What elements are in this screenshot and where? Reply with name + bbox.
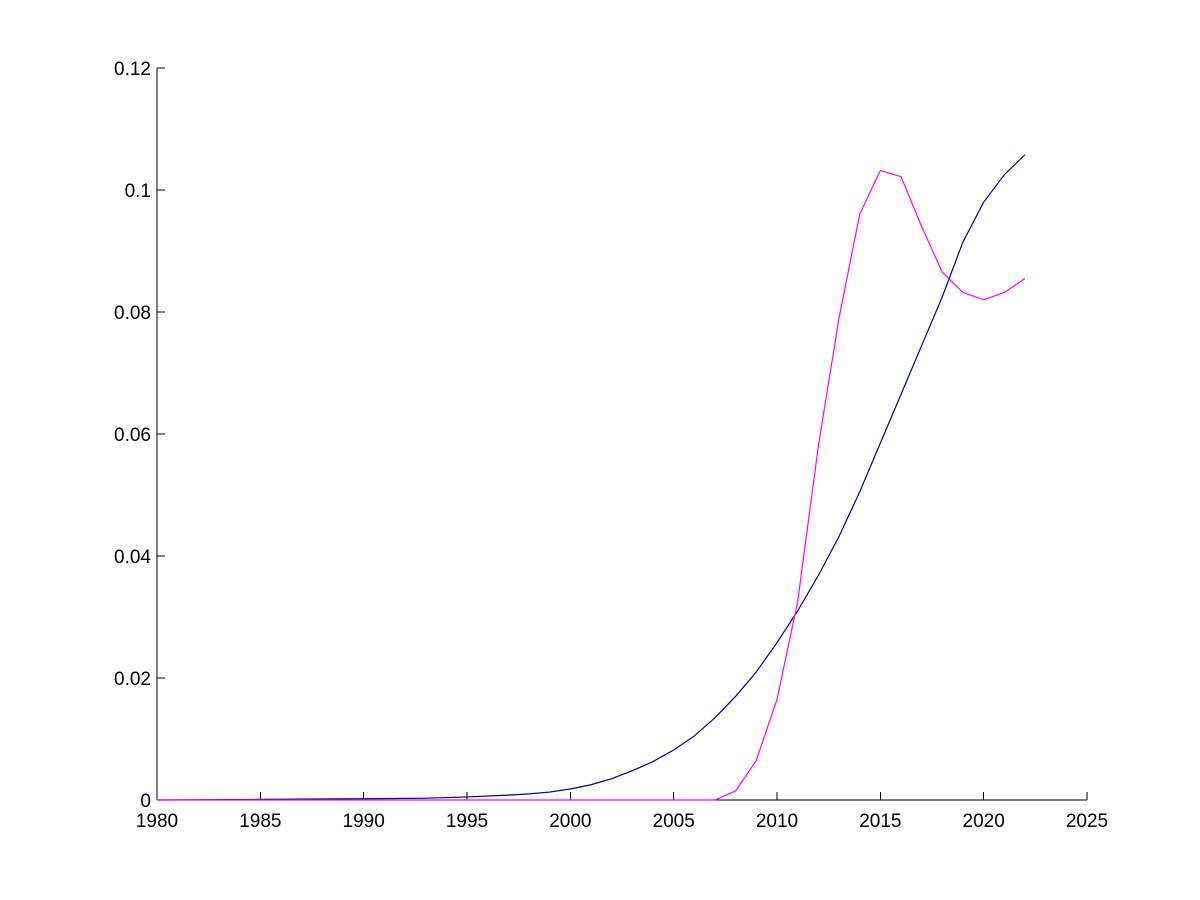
x-tick-label: 2020	[963, 811, 1005, 832]
x-tick-label: 1980	[136, 811, 178, 832]
x-tick-label: 1995	[446, 811, 488, 832]
x-tick-label: 2010	[756, 811, 798, 832]
y-tick-label: 0.02	[114, 669, 151, 690]
y-tick-label: 0.1	[125, 181, 151, 202]
y-tick-label: 0.06	[114, 425, 151, 446]
y-tick-label: 0.08	[114, 303, 151, 324]
series-line-2	[157, 169, 1026, 801]
series-line-1	[156, 154, 1026, 801]
y-tick-label: 0.04	[114, 547, 151, 568]
x-tick-label: 2000	[549, 811, 591, 832]
y-tick-label: 0.12	[114, 59, 151, 80]
y-tick-label: 0	[140, 791, 151, 812]
axes	[156, 68, 1087, 801]
x-tick-label: 2005	[653, 811, 695, 832]
x-tick-label: 2015	[859, 811, 901, 832]
series-layer	[156, 154, 1026, 801]
x-tick-label: 1985	[239, 811, 281, 832]
x-tick-label: 1990	[343, 811, 385, 832]
x-tick-label: 2025	[1066, 811, 1108, 832]
x-axis-ticks: 1980 1985 1990 1995 2000 2005 2010 2015 2020 2025	[136, 792, 1108, 832]
